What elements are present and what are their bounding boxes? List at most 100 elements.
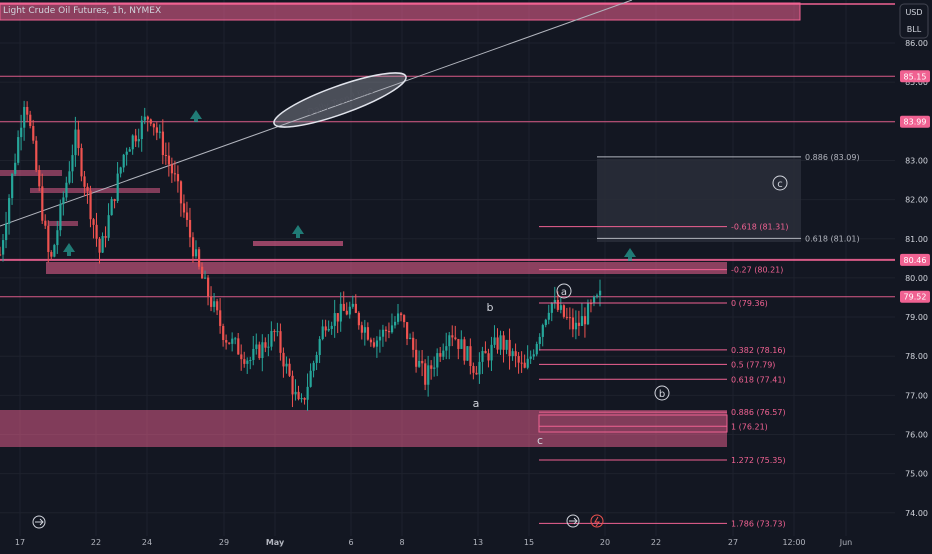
candle-body: [234, 338, 237, 340]
candle-body: [71, 155, 74, 172]
candle-body: [47, 225, 50, 253]
x-tick-label: 24: [142, 538, 152, 547]
candle-body: [297, 391, 300, 400]
mini-zone-1: [0, 170, 62, 176]
candle-body: [523, 362, 526, 368]
candle-body: [532, 354, 535, 357]
candle-body: [363, 327, 367, 333]
up-arrow-icon: [624, 248, 636, 261]
candle-body: [20, 127, 23, 138]
candle-body: [547, 312, 550, 320]
candle-body: [5, 223, 8, 241]
price-badge-label: 80.46: [904, 256, 927, 265]
candle-body: [333, 313, 336, 326]
candle-body: [327, 328, 330, 331]
price-badge: [900, 290, 930, 303]
time-axis[interactable]: 17 22 24 29 May 6 8 13 15 20 22 27 12:00 Jun: [15, 538, 852, 547]
y-tick-label: 80.00: [905, 274, 928, 283]
candle-body: [526, 358, 529, 368]
candle-body: [26, 106, 29, 115]
candle-body: [415, 349, 418, 367]
candle-body: [406, 322, 409, 339]
candle-body: [11, 173, 14, 199]
candle-body: [348, 306, 351, 315]
candle-body: [409, 337, 412, 339]
candle-body: [276, 331, 279, 333]
candle-body: [152, 123, 155, 128]
candle-body: [499, 335, 502, 350]
candle-body: [553, 299, 556, 304]
x-tick-label: 8: [399, 538, 404, 547]
price-badge: [900, 70, 930, 83]
candle-body: [110, 199, 113, 216]
candle-body: [457, 339, 460, 349]
candle-body: [225, 340, 228, 343]
candle-body: [481, 351, 484, 362]
fib-label: 1.786 (73.73): [731, 519, 786, 528]
wave-label-b: b: [487, 301, 494, 314]
candle-body: [32, 126, 35, 141]
candle-body: [517, 356, 520, 363]
candle-body: [559, 305, 563, 310]
candle-body: [173, 173, 177, 175]
candle-body: [577, 322, 581, 326]
candle-body: [188, 219, 192, 238]
candle-body: [502, 335, 505, 350]
candle-body: [228, 342, 231, 344]
fib-label: 0 (79.36): [731, 299, 768, 308]
candle-body: [128, 149, 131, 152]
x-tick-label: 12:00: [782, 538, 805, 547]
circled-wave-b: [654, 385, 670, 401]
candle-body: [466, 346, 469, 361]
candle-body: [387, 330, 391, 333]
candle-body: [433, 367, 436, 369]
candle-body: [92, 219, 95, 225]
price-axis[interactable]: 74.00 75.00 76.00 77.00 78.00 79.00 80.00 81.00…: [905, 39, 928, 518]
candle-body: [351, 303, 354, 307]
candle-body: [436, 353, 439, 368]
up-arrow-icon: [292, 225, 304, 238]
candle-body: [216, 301, 219, 311]
candle-body: [568, 317, 572, 319]
y-tick-label: 76.00: [905, 431, 928, 440]
y-tick-label: 85.00: [905, 78, 928, 87]
candle-body: [421, 360, 424, 364]
y-tick-label: 81.00: [905, 235, 928, 244]
candle-body: [122, 154, 125, 168]
candle-body: [164, 155, 168, 157]
candle-body: [197, 249, 201, 267]
mini-zone-4: [253, 241, 343, 246]
daily-trend-line[interactable]: [0, 0, 633, 227]
event-icon[interactable]: [32, 515, 46, 529]
event-markers[interactable]: [32, 514, 604, 529]
y-tick-label: 78.00: [905, 352, 928, 361]
candle-body: [65, 182, 68, 198]
candle-body: [544, 319, 547, 326]
y-tick-label: 77.00: [905, 391, 928, 400]
candle-body: [279, 331, 282, 353]
candle-body: [583, 316, 587, 325]
x-tick-label: May: [266, 538, 285, 547]
candle-body: [321, 326, 324, 340]
event-icon[interactable]: [566, 514, 580, 528]
candle-body: [17, 137, 20, 163]
candle-body: [541, 325, 544, 337]
candle-body: [182, 203, 186, 213]
candle-body: [185, 212, 189, 220]
currency-unit-box[interactable]: [899, 3, 929, 39]
earnings-icon[interactable]: [590, 514, 604, 528]
candle-body: [38, 170, 41, 187]
candle-body: [309, 370, 312, 387]
candle-body: [243, 359, 246, 364]
x-tick-label: Jun: [839, 538, 853, 547]
x-tick-label: 13: [473, 538, 483, 547]
candle-body: [213, 301, 216, 307]
candle-body: [342, 303, 345, 311]
candle-body: [0, 254, 2, 256]
price-badge: [900, 253, 930, 266]
top-supply-zone: [0, 2, 801, 21]
candle-body: [291, 375, 294, 395]
candle-body: [550, 303, 553, 313]
